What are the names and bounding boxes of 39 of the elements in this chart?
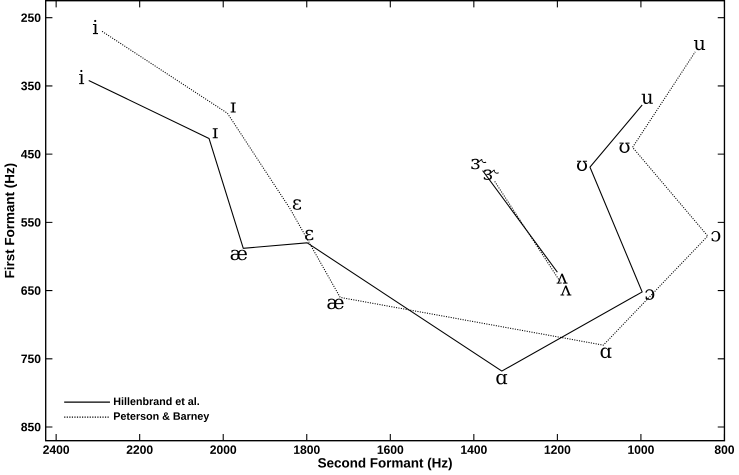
x-tick-label: 1000: [628, 446, 654, 454]
annotation: ʌ: [556, 274, 568, 284]
x-axis-title: Second Formant (Hz): [318, 458, 452, 470]
annotation: æ: [327, 298, 344, 310]
annotation: ʌ: [560, 286, 572, 296]
y-tick-label: 850: [21, 422, 40, 432]
y-tick-label: 350: [21, 82, 40, 90]
y-tick-label: 650: [21, 286, 40, 295]
x-tick-label: 1600: [378, 446, 404, 454]
annotation: ʊ: [620, 142, 630, 154]
y-tick-label: 250: [21, 14, 40, 22]
legend-label: Peterson & Barney: [114, 412, 210, 422]
annotation: ɑ: [496, 374, 508, 385]
annotation: ɪ: [230, 102, 236, 113]
x-tick-label: 2400: [43, 446, 70, 454]
annotation: i: [92, 20, 98, 34]
annotation: æ: [230, 250, 247, 260]
annotation: ɝ: [471, 158, 486, 170]
x-tick-label: 1800: [294, 446, 320, 454]
y-tick-label: 450: [21, 150, 40, 159]
x-tick-label: 2200: [126, 446, 153, 454]
annotation: u: [694, 40, 706, 50]
x-tick-label: 2000: [210, 446, 236, 454]
annotation: i: [79, 70, 84, 84]
x-tick-label: 1200: [544, 446, 570, 454]
y-tick-label: 750: [21, 354, 40, 364]
annotation: ɔ: [645, 289, 654, 300]
annotation: ɛ: [305, 230, 314, 240]
x-tick-label: 1400: [461, 446, 487, 454]
x-tick-label: 800: [714, 446, 734, 454]
annotation: ɪ: [212, 128, 218, 138]
annotation: ʊ: [576, 160, 588, 172]
y-tick-label: 550: [21, 218, 40, 227]
y-axis-title: First Formant (Hz): [4, 164, 17, 278]
legend-label: Hillenbrand et al.: [114, 397, 199, 406]
annotation: ɔ: [711, 231, 720, 242]
annotation: u: [642, 94, 653, 104]
annotation: ɑ: [600, 348, 612, 358]
annotation: ɛ: [292, 199, 302, 210]
